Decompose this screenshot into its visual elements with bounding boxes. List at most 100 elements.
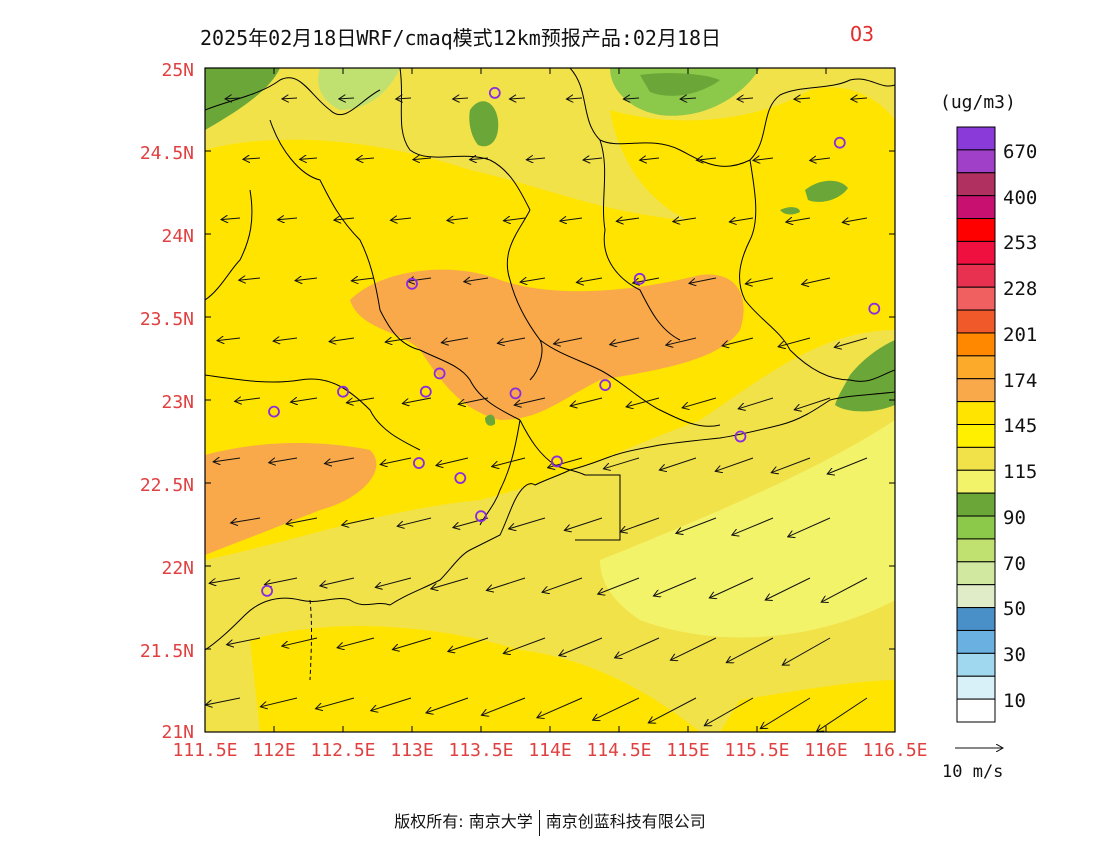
wind-arrow xyxy=(282,637,318,646)
station-marker xyxy=(734,430,747,443)
lat-tick-21-5: 21.5N xyxy=(139,641,194,662)
wind-arrow xyxy=(827,457,868,474)
colorbar-swatch xyxy=(956,538,996,563)
wind-arrow xyxy=(753,158,774,160)
field-high-se xyxy=(720,680,895,732)
wind-arrow xyxy=(520,278,546,282)
field-green-nw xyxy=(205,68,280,130)
wind-arrow xyxy=(834,337,868,347)
wind-arrow xyxy=(320,577,355,586)
wind-arrow xyxy=(291,398,318,402)
wind-arrow xyxy=(729,218,754,222)
wind-arrow xyxy=(278,218,298,220)
wind-arrow xyxy=(640,158,660,160)
station-marker xyxy=(406,277,418,290)
wind-arrow xyxy=(788,517,831,537)
wind-arrow xyxy=(760,697,811,729)
wind-arrow xyxy=(413,158,432,160)
lat-tick-21: 21N xyxy=(161,722,194,743)
wind-arrow xyxy=(564,517,603,530)
wind-arrow xyxy=(295,278,318,281)
station-marker xyxy=(433,367,446,380)
wind-arrow xyxy=(593,697,640,720)
colorbar-swatch xyxy=(956,195,996,220)
colorbar-swatch xyxy=(956,378,996,403)
wind-arrow xyxy=(623,98,640,99)
wind-arrow xyxy=(431,577,469,589)
station-markers xyxy=(261,87,881,597)
wind-arrow xyxy=(576,278,603,283)
border-c2 xyxy=(599,139,681,341)
colorbar-label-30: 30 xyxy=(1003,644,1026,666)
colorbar-swatch xyxy=(956,629,996,654)
wind-arrow xyxy=(375,577,412,587)
wind-arrow xyxy=(402,397,432,404)
wind-arrow xyxy=(205,697,241,705)
field-orange-west xyxy=(205,443,377,555)
wind-arrow xyxy=(390,218,412,220)
field-green-e xyxy=(805,180,848,202)
colorbar-swatch xyxy=(956,332,996,357)
colorbar-label-10: 10 xyxy=(1003,690,1026,712)
wind-arrow xyxy=(217,338,241,341)
border-e1 xyxy=(739,159,791,351)
wind-arrow xyxy=(235,398,261,401)
wind-arrow xyxy=(453,98,469,99)
wind-arrow xyxy=(265,577,298,585)
wind-arrow xyxy=(821,577,868,602)
wind-arrow xyxy=(351,278,375,281)
lon-tick-112-5: 112.5E xyxy=(310,740,376,761)
colorbar-label-228: 228 xyxy=(1003,278,1038,300)
wind-arrow xyxy=(526,158,546,160)
wind-arrow xyxy=(337,637,375,648)
pollutant-label: O3 xyxy=(850,22,875,46)
colorbar-label-50: 50 xyxy=(1003,598,1026,620)
lat-tick-23: 23N xyxy=(161,392,194,413)
wind-arrow xyxy=(396,98,412,99)
wind-arrow xyxy=(486,577,526,591)
border-w1 xyxy=(269,119,381,311)
wind-arrow xyxy=(282,98,298,99)
wind-arrow xyxy=(616,218,640,221)
wind-arrow xyxy=(566,98,583,99)
wind-arrow xyxy=(670,637,717,660)
lon-tick-113: 113E xyxy=(390,740,434,761)
border-n1 xyxy=(205,77,381,116)
wind-arrow xyxy=(570,397,603,406)
wind-arrow xyxy=(426,697,469,713)
wind-arrow xyxy=(666,337,697,345)
lon-tick-115: 115E xyxy=(666,740,710,761)
colorbar-swatch xyxy=(956,446,996,471)
lon-tick-116-5: 116.5E xyxy=(862,740,928,761)
station-marker xyxy=(475,510,487,523)
colorbar-swatch xyxy=(956,698,996,723)
wind-arrow xyxy=(659,457,697,470)
colorbar-swatch xyxy=(956,263,996,288)
lat-tick-22-5: 22.5N xyxy=(139,475,194,496)
colorbar-label-115: 115 xyxy=(1003,461,1038,483)
colorbar-swatch xyxy=(956,126,996,151)
border-c1 xyxy=(506,209,543,381)
colorbar-swatch xyxy=(956,607,996,631)
border-e2 xyxy=(789,349,895,382)
wind-arrow xyxy=(782,637,831,665)
copyright-right: 南京创蓝科技有限公司 xyxy=(545,812,706,831)
wind-arrow xyxy=(503,218,526,221)
wind-arrow xyxy=(346,397,375,403)
lon-tick-112: 112E xyxy=(252,740,296,761)
wind-arrow xyxy=(810,158,831,161)
lon-tick-116: 116E xyxy=(804,740,848,761)
wind-arrow xyxy=(481,697,526,715)
wind-arrow xyxy=(316,697,355,709)
wind-arrow xyxy=(737,98,754,99)
wind-arrow xyxy=(239,278,261,280)
wind-arrow xyxy=(802,277,831,284)
copyright: 版权所有: 南京大学 南京创蓝科技有限公司 xyxy=(0,808,1100,836)
station-marker xyxy=(261,585,274,597)
wind-arrow xyxy=(709,577,754,598)
field-green-e2 xyxy=(780,207,800,215)
wind-arrow xyxy=(260,697,298,707)
colorbar-label-253: 253 xyxy=(1003,232,1038,254)
station-marker xyxy=(268,405,280,418)
wind-arrow xyxy=(715,457,754,471)
